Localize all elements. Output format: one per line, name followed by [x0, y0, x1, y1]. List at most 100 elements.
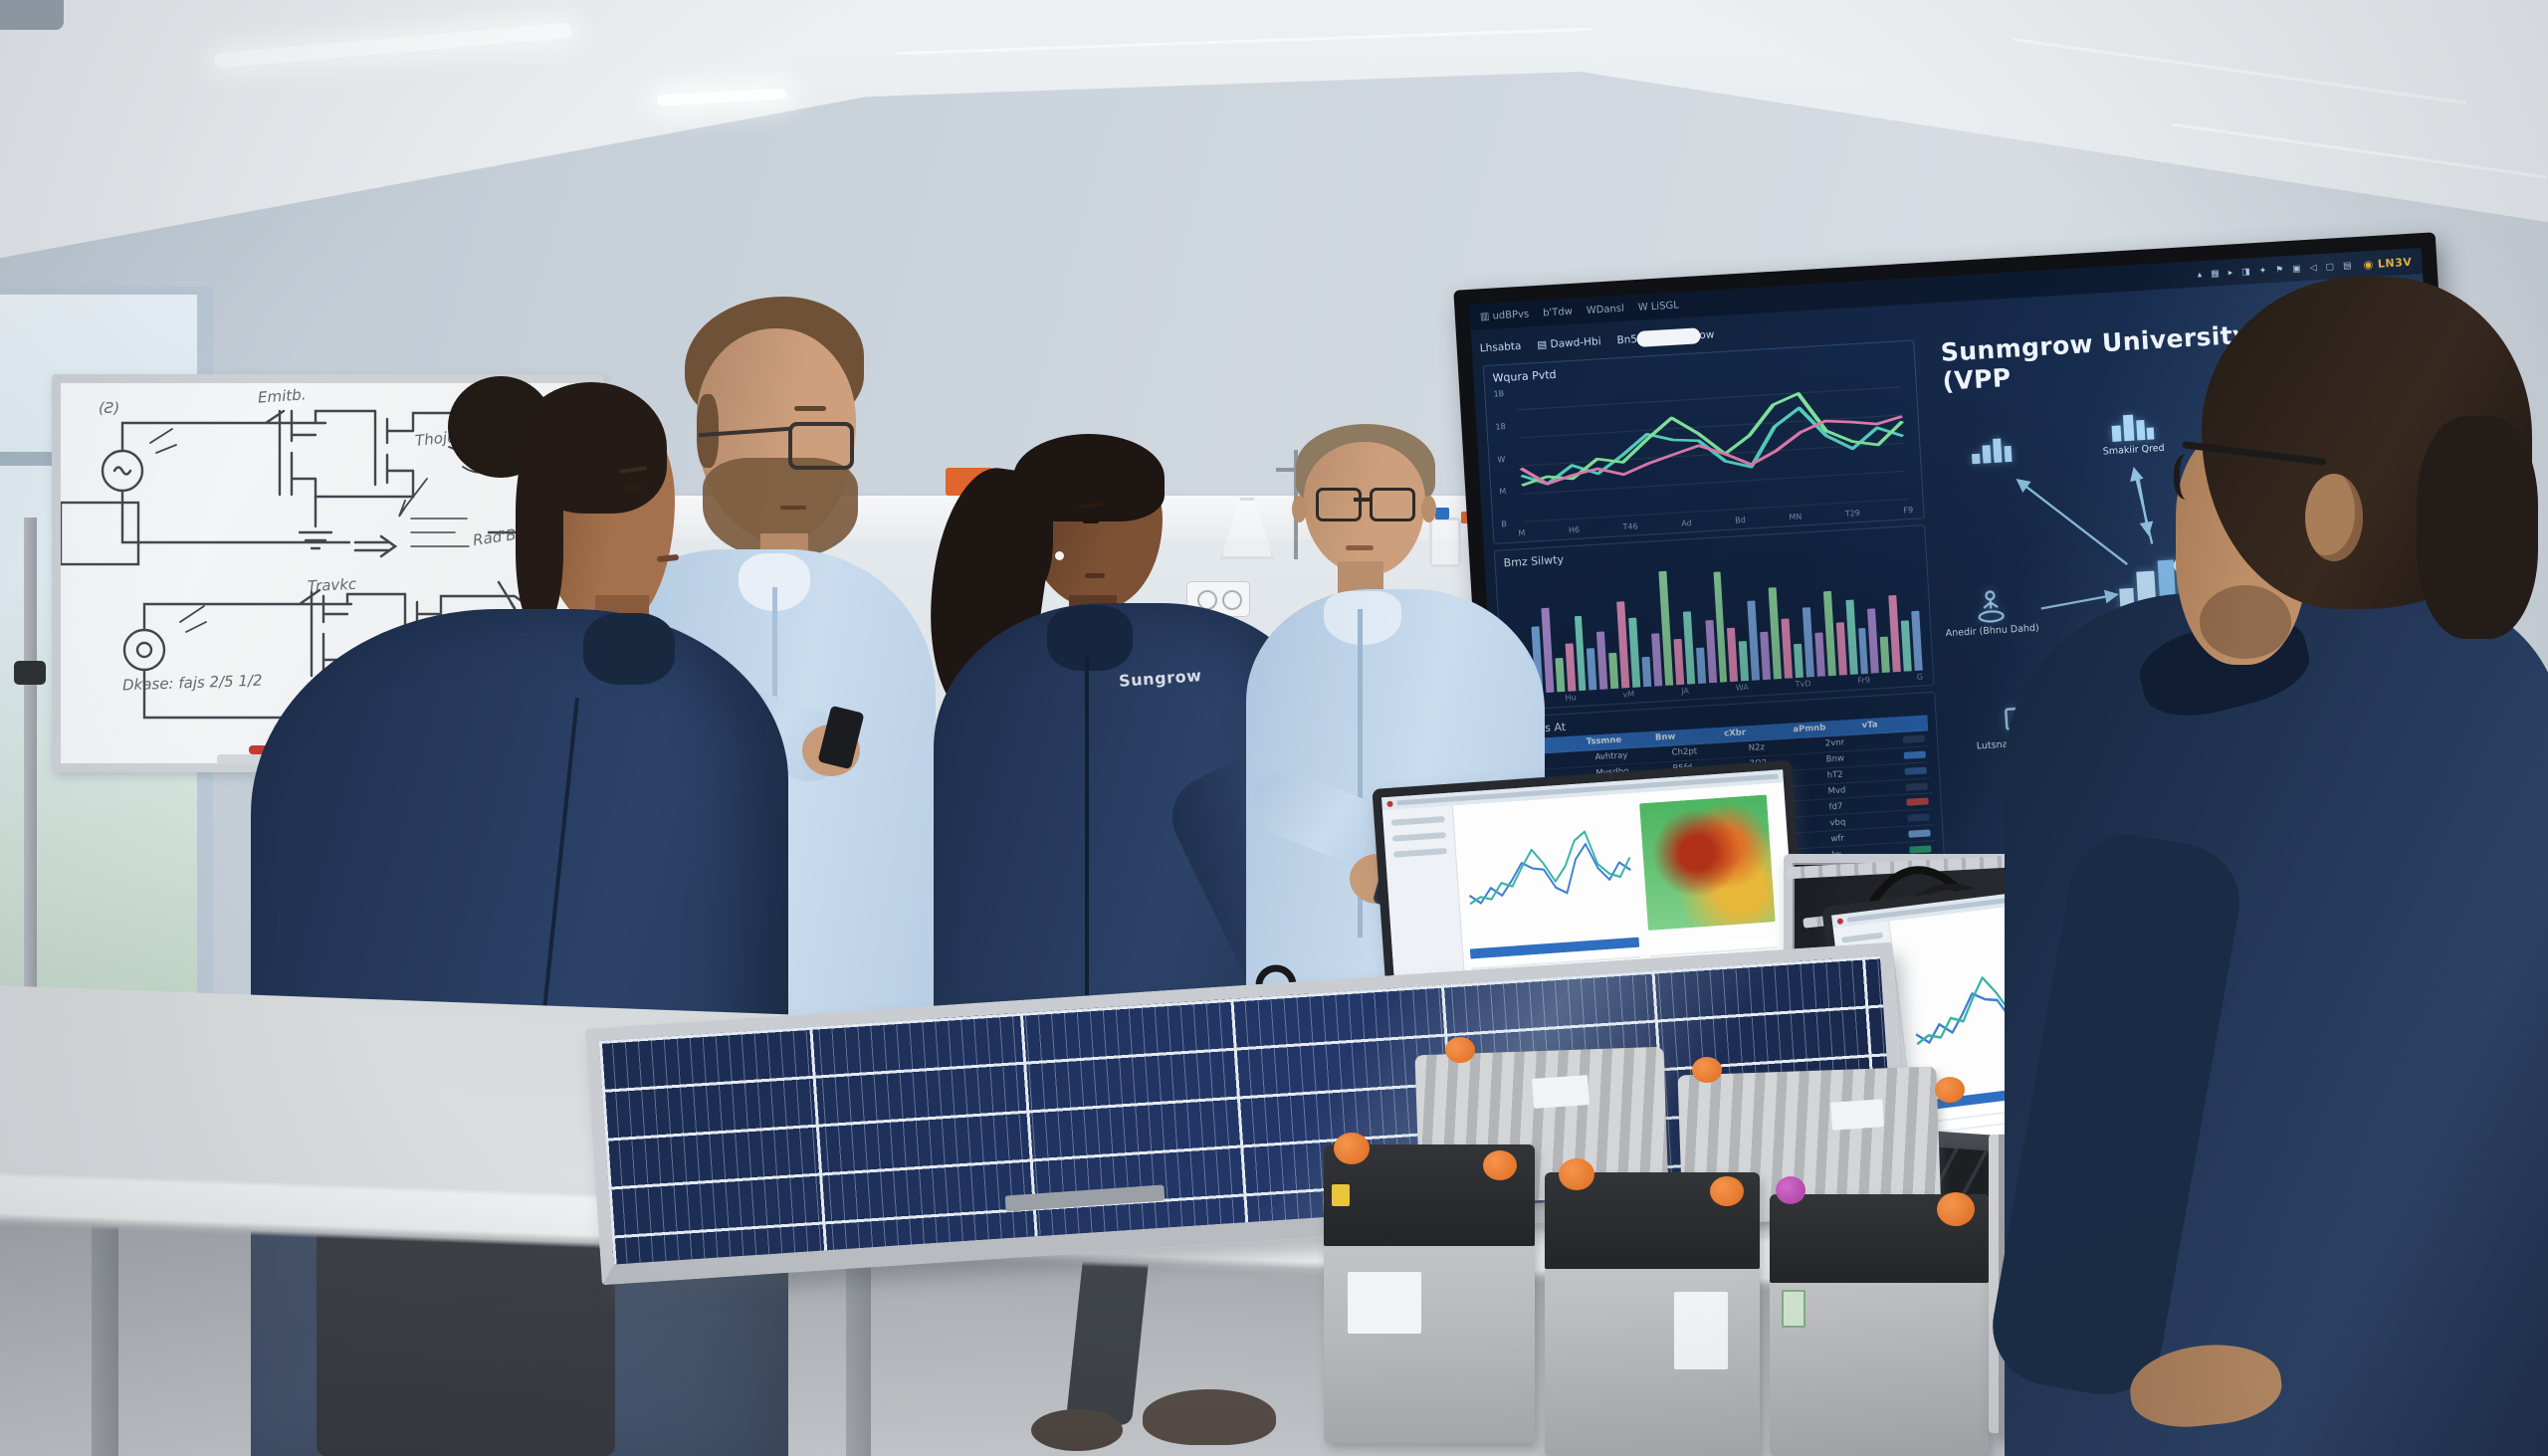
battery-label: [1348, 1272, 1421, 1334]
label: JA: [1680, 686, 1690, 696]
label: ▤ Dawd-Hbi: [1537, 335, 1601, 351]
label: b'Tdw: [1542, 306, 1574, 319]
glasses-icon: [1316, 488, 1362, 521]
column-header: aPmnb: [1793, 723, 1826, 735]
battery-terminal-cap: [1692, 1057, 1722, 1083]
person-meter-icon: [1978, 590, 2005, 623]
status-chip: [1907, 813, 1930, 822]
table-cell: hT2: [1826, 769, 1843, 781]
bar-chart-buildings-icon: [1971, 438, 2013, 465]
hair-side: [516, 438, 563, 627]
diagram-node: Anedir (Bhnu Dahd): [1935, 586, 2047, 640]
laptop-screen: [1372, 759, 1811, 1077]
bar: [1673, 638, 1684, 686]
label: Fr9: [1857, 675, 1871, 686]
battery-cell: [1770, 1176, 1989, 1456]
mouth: [780, 506, 806, 510]
reagent-bottle: [1429, 518, 1461, 567]
label: ▴: [2197, 269, 2203, 280]
diagram-node: Smakiir Qred: [2076, 407, 2189, 459]
bar: [1596, 631, 1608, 690]
warning-sticker: [1332, 1184, 1350, 1206]
whiteboard-note: (Ƨ): [99, 399, 120, 417]
status-chip: [1904, 766, 1927, 775]
label: ◨: [2240, 266, 2250, 278]
glasses-rim: [2174, 454, 2206, 500]
table-cell: Avhtray: [1594, 750, 1628, 763]
sideburn: [697, 394, 719, 468]
column-header: vTa: [1861, 720, 1878, 731]
glasses-icon: [1370, 488, 1415, 521]
bar: [1695, 647, 1706, 684]
status-chip: [1902, 734, 1926, 743]
label: T46: [1622, 521, 1638, 532]
status-chip: [1906, 797, 1929, 807]
glasses-icon: [788, 422, 854, 470]
bar: [1541, 608, 1555, 694]
bar: [1835, 621, 1847, 676]
label: ▸: [2228, 267, 2233, 279]
bar: [1900, 620, 1912, 672]
ear: [2305, 474, 2363, 561]
logo-dot: [1386, 800, 1393, 807]
diagram-node: [1936, 432, 2047, 470]
column-header: Bnw: [1654, 731, 1676, 744]
brand-logo: ◉ LN3V: [2363, 255, 2413, 272]
jacket-zipper: [1085, 657, 1089, 1035]
hair-back: [2417, 416, 2538, 639]
stubble-shadow: [2200, 585, 2291, 659]
label: ⚑: [2274, 264, 2284, 276]
battery-terminal-cap: [1559, 1158, 1594, 1190]
table-cell: fd7: [1828, 801, 1843, 813]
bottle-cap-blue: [1435, 508, 1449, 520]
bar: [1739, 641, 1750, 682]
battery-terminal-cap: [1935, 1077, 1965, 1103]
label: F9: [1903, 505, 1914, 516]
table-cell: Mvd: [1827, 785, 1846, 797]
active-menu-pill: [1636, 327, 1701, 347]
bar: [1705, 620, 1717, 684]
city-block-icon: [2111, 414, 2155, 442]
label: ▦: [2210, 268, 2220, 280]
battery-terminal-cap: [1937, 1192, 1975, 1226]
bar: [1802, 606, 1814, 678]
bar: [1565, 642, 1576, 692]
whiteboard-note: Emitb.: [257, 385, 308, 407]
ear: [1292, 496, 1307, 522]
label: TvD: [1795, 679, 1811, 690]
battery-label: [1830, 1099, 1884, 1131]
spec-sticker: [1782, 1290, 1805, 1328]
label: ▣: [2291, 263, 2302, 275]
bar: [1682, 611, 1695, 685]
label: WDansl: [1586, 303, 1625, 316]
table-cell: N2z: [1748, 742, 1766, 754]
ceiling-vent: [0, 0, 64, 30]
bar: [1793, 643, 1804, 679]
label: MN: [1789, 512, 1803, 522]
bar: [1781, 617, 1793, 679]
line-chart: [1517, 386, 1907, 522]
ear: [1421, 496, 1436, 522]
eye: [625, 486, 643, 491]
bar: [1616, 601, 1630, 689]
label: G: [1916, 672, 1924, 682]
table-cell: vbq: [1829, 817, 1846, 829]
bar-chart-panel: Bmz Silwty FHuvMJAWATvDFr9G: [1493, 524, 1935, 712]
column-header: cXbr: [1723, 728, 1747, 739]
battery-terminal-cap: [1710, 1176, 1744, 1206]
table-cell: 2vnr: [1824, 737, 1845, 749]
earring: [1055, 551, 1064, 560]
bar: [1768, 587, 1783, 680]
bar: [1880, 636, 1891, 673]
table-cell: Bnw: [1825, 753, 1845, 765]
bar: [1857, 627, 1869, 675]
jacket-collar: [1047, 605, 1133, 671]
label: 1B: [1493, 389, 1505, 399]
bar: [1747, 600, 1761, 681]
label: M: [1518, 528, 1526, 538]
analytics-column: Lhsabta▤ Dawd-HbiBn5tN6▦ Daow Wqura Pvtd…: [1471, 304, 1952, 897]
bar: [1888, 594, 1902, 673]
label: Hu: [1565, 693, 1577, 703]
bar: [1628, 617, 1641, 688]
